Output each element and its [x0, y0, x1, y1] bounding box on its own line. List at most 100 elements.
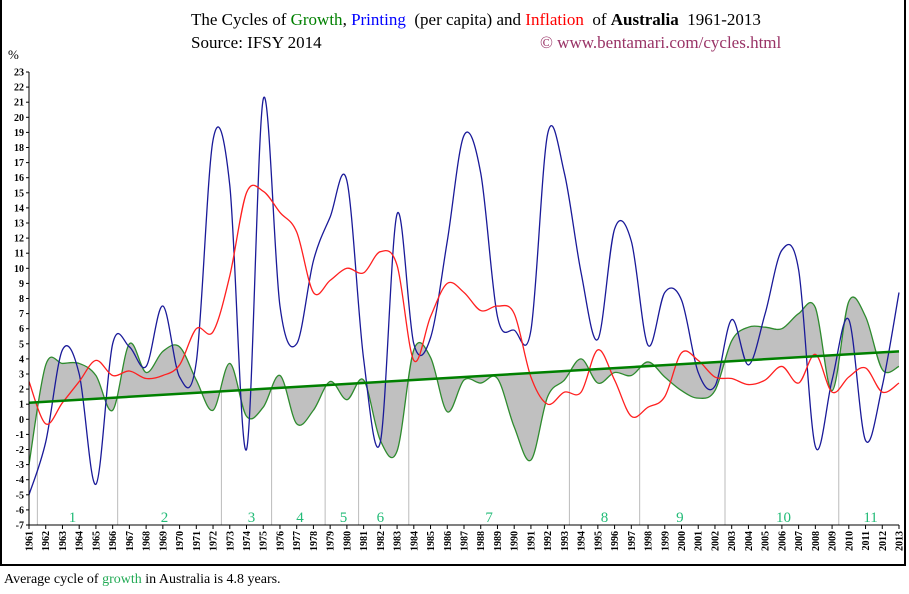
y-tick-label: -5	[16, 490, 24, 501]
x-tick-label: 2007	[794, 531, 805, 551]
x-tick-label: 1966	[108, 531, 119, 551]
y-tick-label: 7	[19, 309, 24, 320]
y-tick-label: -1	[16, 430, 24, 441]
x-tick-label: 1991	[526, 531, 537, 551]
y-tick-label: 8	[19, 294, 24, 305]
x-tick-label: 1987	[460, 531, 471, 551]
y-tick-label: 22	[14, 83, 24, 94]
title-prefix: The Cycles of	[191, 10, 291, 29]
x-tick-label: 2000	[677, 531, 688, 551]
x-tick-label: 1984	[409, 531, 420, 551]
y-tick-label: -3	[16, 460, 24, 471]
x-tick-label: 1968	[142, 531, 153, 551]
x-tick-label: 1989	[493, 531, 504, 551]
x-tick-label: 2013	[895, 531, 906, 551]
x-tick-label: 1965	[91, 531, 102, 551]
footer-post: in Australia is 4.8 years.	[141, 572, 281, 587]
y-tick-label: 1	[19, 400, 24, 411]
y-tick-label: 20	[14, 113, 24, 124]
x-tick-label: 1964	[75, 531, 86, 551]
footer-growth: growth	[102, 572, 142, 587]
y-tick-label: 18	[14, 143, 24, 154]
x-tick-label: 1983	[393, 531, 404, 551]
cycle-label-8: 8	[601, 510, 609, 526]
source: Source: IFSY 2014	[191, 33, 322, 52]
chart-frame	[0, 0, 906, 566]
x-tick-label: 2001	[694, 531, 705, 551]
title-printing: Printing	[351, 10, 406, 29]
y-tick-label: 10	[14, 264, 24, 275]
x-tick-label: 1986	[443, 531, 454, 551]
series-line-printing	[28, 96, 900, 495]
x-tick-label: 1961	[25, 531, 36, 551]
x-tick-label: 2010	[844, 531, 855, 551]
x-tick-label: 1975	[259, 531, 270, 551]
x-tick-label: 2002	[710, 531, 721, 551]
title-sep: ,	[342, 10, 352, 29]
cycle-label-3: 3	[248, 510, 256, 526]
cycle-label-9: 9	[676, 510, 684, 526]
cycle-label-11: 11	[863, 510, 877, 526]
cycle-label-5: 5	[340, 510, 348, 526]
x-tick-label: 1985	[426, 531, 437, 551]
x-tick-label: 2003	[727, 531, 738, 551]
y-tick-label: -2	[16, 445, 24, 456]
x-tick-label: 2011	[861, 531, 872, 550]
copyright-link[interactable]: © www.bentamari.com/cycles.html	[540, 33, 782, 52]
y-tick-label: -7	[16, 521, 24, 532]
title-years: 1961-2013	[678, 10, 761, 29]
x-tick-label: 1992	[543, 531, 554, 551]
x-tick-label: 2005	[761, 531, 772, 551]
y-tick-label: 19	[14, 128, 24, 139]
x-tick-label: 1995	[593, 531, 604, 551]
x-tick-label: 1997	[627, 531, 638, 551]
y-tick-label: 5	[19, 339, 24, 350]
cycle-label-6: 6	[377, 510, 385, 526]
footer-pre: Average cycle of	[4, 572, 103, 587]
y-tick-label: 4	[19, 354, 24, 365]
title-country: Australia	[610, 10, 679, 29]
y-tick-label: 13	[14, 219, 24, 230]
x-tick-label: 1967	[125, 531, 136, 551]
x-tick-label: 1993	[560, 531, 571, 551]
x-tick-label: 1998	[644, 531, 655, 551]
x-tick-label: 2006	[777, 531, 788, 551]
x-tick-label: 2012	[878, 531, 889, 551]
x-tick-label: 1979	[326, 531, 337, 551]
y-tick-label: 6	[19, 324, 24, 335]
growth-trend-line	[28, 350, 900, 404]
growth-trend-fill	[29, 297, 899, 465]
x-tick-label: 1973	[225, 531, 236, 551]
x-tick-label: 1976	[275, 531, 286, 551]
title-growth: Growth	[290, 10, 343, 29]
x-tick-label: 1962	[41, 531, 52, 551]
x-tick-label: 1999	[660, 531, 671, 551]
y-tick-label: 17	[14, 158, 24, 169]
x-tick-label: 1971	[192, 531, 203, 551]
y-tick-label: 23	[14, 68, 24, 79]
x-tick-label: 2004	[744, 531, 755, 551]
y-tick-label: 14	[14, 203, 24, 214]
footer-note: Average cycle of growth in Australia is …	[4, 572, 281, 588]
x-tick-label: 1977	[292, 531, 303, 551]
x-tick-label: 1963	[58, 531, 69, 551]
title-of: of	[583, 10, 611, 29]
x-tick-label: 1994	[577, 531, 588, 551]
x-tick-label: 1974	[242, 531, 253, 551]
y-tick-label: 2	[19, 385, 24, 396]
title-mid: (per capita) and	[405, 10, 526, 29]
cycle-label-10: 10	[776, 510, 791, 526]
x-tick-label: 1970	[175, 531, 186, 551]
x-tick-label: 1990	[510, 531, 521, 551]
series-line-growth	[28, 296, 900, 465]
y-tick-label: -6	[16, 505, 24, 516]
y-tick-label: -4	[16, 475, 24, 486]
y-tick-label: 21	[14, 98, 24, 109]
x-tick-label: 1972	[209, 531, 220, 551]
x-tick-label: 1980	[342, 531, 353, 551]
cycle-label-4: 4	[296, 510, 304, 526]
x-tick-label: 1996	[610, 531, 621, 551]
title-inflation: Inflation	[525, 10, 584, 29]
x-tick-label: 2009	[828, 531, 839, 551]
cycle-label-2: 2	[161, 510, 169, 526]
